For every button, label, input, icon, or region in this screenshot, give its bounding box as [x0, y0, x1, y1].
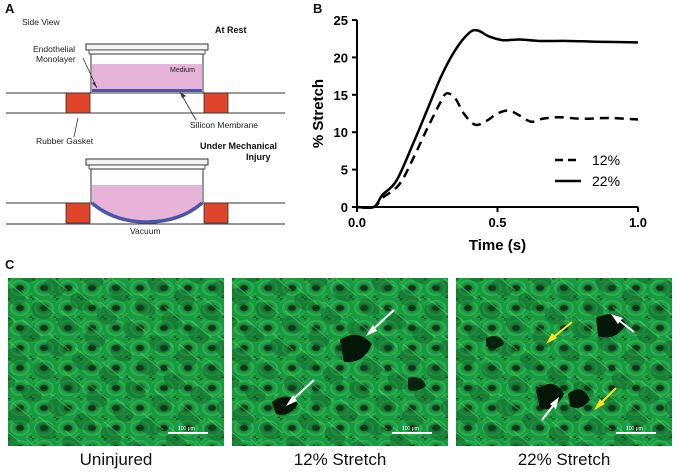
y-tick-label: 5: [341, 163, 348, 178]
micrograph-22-stretch: 100 μm: [456, 278, 672, 446]
series-line-12%: [356, 92, 639, 209]
gasket-right-top: [203, 92, 229, 114]
chart-legend: 12%22%: [555, 152, 620, 189]
monolayer-label: Monolayer: [36, 54, 76, 64]
endothelial-label: Endothelial: [33, 44, 76, 54]
vacuum-label: Vacuum: [130, 226, 161, 236]
caption-22-stretch: 22% Stretch: [517, 450, 611, 469]
at-rest-label: At Rest: [215, 25, 247, 35]
arrow-white-2: [541, 397, 559, 421]
y-axis-label: % Stretch: [310, 79, 327, 148]
gasket-left-bottom: [65, 202, 91, 224]
lid-band: [88, 49, 206, 55]
side-view-label: Side View: [22, 17, 60, 27]
stretch-chart: 0 5 10 15 20 25 0.0 0.5 1.0 Time (s) % Stretch 12%…: [310, 13, 647, 254]
y-tick-label: 0: [341, 200, 348, 215]
caption-12-stretch: 12% Stretch: [293, 450, 387, 469]
under-mechanical-label: Under Mechanical: [200, 141, 278, 151]
scale-label: 100 μm: [178, 426, 195, 432]
rubber-gasket-label: Rubber Gasket: [36, 136, 94, 146]
micrograph-12-stretch: 100 μm: [232, 278, 448, 446]
x-tick-label: 0.5: [488, 215, 506, 230]
medium-fill: [92, 64, 202, 92]
lid-band-2: [88, 164, 206, 170]
scale-label: 100 μm: [626, 426, 643, 432]
medium-fill-2: [92, 185, 202, 222]
arrow-yellow-2: [594, 387, 617, 410]
gap: [340, 334, 372, 363]
y-tick-label: 20: [334, 50, 348, 65]
gap: [486, 336, 504, 349]
panel-a-diagram: [6, 43, 285, 225]
micrograph-uninjured-cells: [8, 278, 224, 446]
gap: [408, 377, 426, 391]
scale-bar: [168, 432, 208, 434]
legend-label-22%: 22%: [592, 173, 620, 189]
panel-b-letter: B: [313, 1, 323, 16]
device-at-rest: [6, 43, 285, 114]
lid-top-2: [85, 158, 209, 166]
micrograph-22-cells: [456, 278, 672, 446]
legend-label-12%: 12%: [592, 152, 620, 168]
scale-bar: [392, 432, 432, 434]
y-tick-label: 10: [334, 125, 348, 140]
y-tick-label: 25: [334, 13, 348, 28]
device-under-injury: [6, 158, 285, 225]
cell-layer-2: [90, 201, 204, 224]
medium-label: Medium: [170, 67, 195, 74]
scale-bar: [616, 432, 656, 434]
arrow-white-2: [286, 379, 315, 406]
arrow-yellow-1: [546, 321, 573, 344]
gasket-left-top: [65, 92, 91, 114]
injury-label: Injury: [246, 152, 271, 162]
micrograph-12-cells: [232, 278, 448, 446]
panel-c-letter: C: [5, 257, 15, 272]
x-axis-label: Time (s): [469, 237, 526, 254]
arrow-white-1: [366, 309, 395, 336]
chart-axes: 0 5 10 15 20 25 0.0 0.5 1.0 Time (s) % Stretch: [310, 13, 647, 254]
silicon-membrane-label: Silicon Membrane: [190, 120, 259, 130]
scale-label: 100 μm: [402, 426, 419, 432]
gap: [568, 389, 590, 408]
y-tick-label: 15: [334, 88, 348, 103]
chart-series: [356, 28, 639, 210]
cell-layer: [92, 89, 202, 92]
caption-uninjured: Uninjured: [79, 450, 153, 469]
series-line-22%: [356, 28, 639, 210]
x-tick-label: 1.0: [629, 215, 647, 230]
arrow-white-1: [611, 314, 635, 333]
micrograph-uninjured: 100 μm: [8, 278, 224, 446]
x-tick-label: 0.0: [348, 215, 366, 230]
lid-top: [85, 43, 209, 51]
panel-a-letter: A: [5, 1, 15, 16]
gasket-right-bottom: [203, 202, 229, 224]
